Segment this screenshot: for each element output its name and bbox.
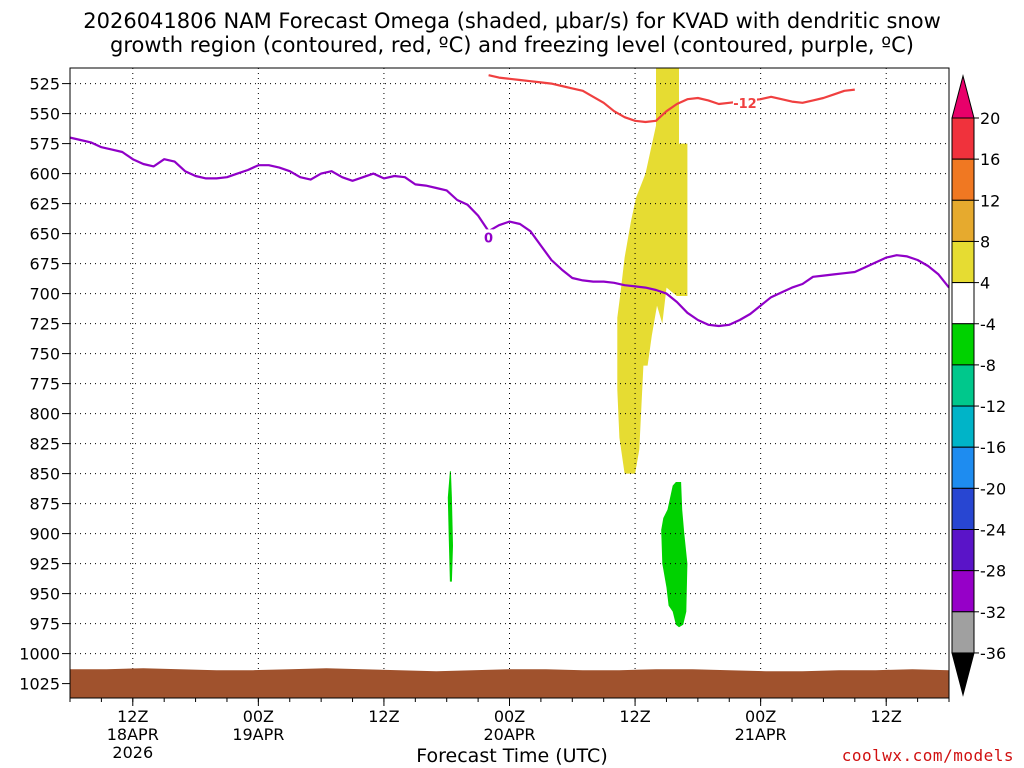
contour-label-bg-0 — [476, 229, 501, 244]
colorbar-segment-4 — [951, 282, 975, 325]
colorbar-label--32: -32 — [980, 603, 1006, 622]
chart-title-line2: growth region (contoured, red, ºC) and f… — [110, 33, 914, 57]
colorbar-label-20: 20 — [980, 109, 1000, 128]
colorbar-label-16: 16 — [980, 150, 1000, 169]
ytick-label-550: 550 — [29, 105, 60, 124]
xtick-label-54-0: 12Z — [619, 707, 650, 726]
contour-lines: 0 -12 — [70, 74, 949, 328]
ytick-label-750: 750 — [29, 345, 60, 364]
colorbar-label--24: -24 — [980, 521, 1006, 540]
colorbar-segment-7 — [951, 405, 975, 448]
colorbar-label--4: -4 — [980, 315, 996, 334]
surface-fill — [70, 668, 949, 698]
ytick-label-600: 600 — [29, 165, 60, 184]
colorbar: 20 16 12 8 4 -4 -8 -12 -16 -20 -24 -28 -32 -36 — [951, 74, 1006, 697]
y-axis-ticks: 525 550 575 600 625 650 675 700 725 750 775 800 825 8… — [19, 75, 70, 694]
ytick-label-525: 525 — [29, 75, 60, 94]
omega-region-2 — [661, 482, 688, 628]
omega-region-0 — [617, 68, 688, 474]
colorbar-segment-8 — [951, 446, 975, 489]
ytick-label-650: 650 — [29, 225, 60, 244]
colorbar-segment-10 — [951, 529, 975, 572]
colorbar-label--16: -16 — [980, 438, 1006, 457]
contour-label-0: 0 — [484, 231, 493, 246]
colorbar-segment-9 — [951, 487, 975, 531]
ytick-label-675: 675 — [29, 255, 60, 274]
colorbar-segment-11 — [951, 570, 975, 613]
ytick-label-800: 800 — [29, 405, 60, 424]
shaded-regions — [447, 68, 688, 628]
omega-region-1 — [447, 471, 453, 582]
ytick-label-825: 825 — [29, 435, 60, 454]
xtick-label-42-0: 00Z — [494, 707, 525, 726]
ytick-label-975: 975 — [29, 615, 60, 634]
colorbar-label--36: -36 — [980, 644, 1006, 663]
colorbar-top-arrow — [951, 74, 975, 119]
colorbar-segment-3 — [951, 240, 975, 284]
ytick-label-950: 950 — [29, 585, 60, 604]
contour-label-bg-1 — [732, 95, 757, 109]
ytick-label-775: 775 — [29, 375, 60, 394]
ytick-label-875: 875 — [29, 495, 60, 514]
site-credit[interactable]: coolwx.com/models — [841, 746, 1014, 765]
colorbar-label-4: 4 — [980, 274, 990, 293]
colorbar-label--20: -20 — [980, 479, 1006, 498]
colorbar-bottom-arrow — [951, 652, 975, 697]
colorbar-label--28: -28 — [980, 562, 1006, 581]
contour-label-1: -12 — [733, 97, 757, 112]
xtick-label-66-0: 00Z — [745, 707, 776, 726]
colorbar-segment-5 — [951, 323, 975, 366]
chart-title-line1: 2026041806 NAM Forecast Omega (shaded, μ… — [83, 9, 941, 33]
plot-border — [69, 67, 950, 699]
colorbar-segment-12 — [951, 611, 975, 654]
ytick-label-925: 925 — [29, 555, 60, 574]
xtick-label-6-2: 2026 — [112, 743, 153, 762]
colorbar-segment-6 — [951, 364, 975, 407]
colorbar-segment-2 — [951, 199, 975, 242]
xtick-label-6-1: 18APR — [107, 725, 159, 744]
ytick-label-725: 725 — [29, 315, 60, 334]
ytick-label-850: 850 — [29, 465, 60, 484]
ytick-label-1025: 1025 — [19, 675, 60, 694]
contour-line-1 — [488, 74, 855, 124]
xtick-label-66-1: 21APR — [735, 725, 787, 744]
colorbar-segment-1 — [951, 158, 975, 201]
ytick-label-900: 900 — [29, 525, 60, 544]
terrain-surface — [70, 668, 949, 698]
colorbar-segment-0 — [951, 117, 975, 160]
xtick-label-78-0: 12Z — [871, 707, 902, 726]
ytick-label-625: 625 — [29, 195, 60, 214]
ytick-label-575: 575 — [29, 135, 60, 154]
grid-lines — [70, 68, 949, 698]
ytick-label-700: 700 — [29, 285, 60, 304]
colorbar-label--12: -12 — [980, 397, 1006, 416]
plot-frame — [69, 67, 950, 699]
xtick-label-18-1: 19APR — [232, 725, 284, 744]
colorbar-label-12: 12 — [980, 191, 1000, 210]
x-axis-title: Forecast Time (UTC) — [416, 745, 608, 767]
colorbar-label--8: -8 — [980, 356, 996, 375]
contour-line-0 — [70, 136, 949, 328]
xtick-label-42-1: 20APR — [483, 725, 535, 744]
ytick-label-1000: 1000 — [19, 645, 60, 664]
xtick-label-30-0: 12Z — [368, 707, 399, 726]
xtick-label-6-0: 12Z — [117, 707, 148, 726]
xtick-label-18-0: 00Z — [243, 707, 274, 726]
colorbar-label-8: 8 — [980, 232, 990, 251]
